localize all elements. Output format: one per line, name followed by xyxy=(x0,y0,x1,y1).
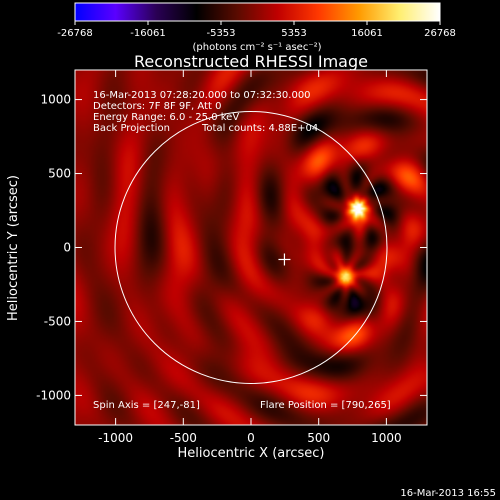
colorbar: -26768 -16061 -5353 5353 16061 26768 (photons… xyxy=(57,2,456,53)
spin-axis-marker xyxy=(278,253,291,266)
annotation-energy-range: Energy Range: 6.0 - 25.0 keV xyxy=(93,112,239,123)
y-tick-label: 500 xyxy=(48,167,71,181)
annotation-flare-position: Flare Position = [790,265] xyxy=(260,400,391,411)
annotation-time-range: 16-Mar-2013 07:28:20.000 to 07:32:30.000 xyxy=(93,90,311,101)
chart-title: Reconstructed RHESSI Image xyxy=(134,52,368,71)
annotation-method: Back Projection xyxy=(93,123,170,134)
y-tick-label: 0 xyxy=(63,241,71,255)
y-tick-label: 1000 xyxy=(40,93,71,107)
heatmap-image xyxy=(75,70,427,425)
solar-disk-limb xyxy=(114,111,388,384)
x-tick-label: 0 xyxy=(247,431,255,445)
plot-area: -1000 -500 0 500 1000 -1000 -500 0 500 1000 16-Ma… xyxy=(36,69,428,445)
colorbar-unit-label: (photons cm⁻² s⁻¹ asec⁻²) xyxy=(192,42,321,53)
x-axis-title: Heliocentric X (arcsec) xyxy=(178,446,325,461)
x-tick-label: -500 xyxy=(170,431,197,445)
colorbar-tick-label: 16061 xyxy=(351,28,383,39)
x-tick-label: -1000 xyxy=(98,431,133,445)
render-timestamp: 16-Mar-2013 16:55 xyxy=(400,488,496,499)
annotation-total-counts: Total counts: 4.88E+04 xyxy=(201,123,318,134)
annotation-spin-axis: Spin Axis = [247,-81] xyxy=(93,400,200,411)
y-axis-title: Heliocentric Y (arcsec) xyxy=(6,175,21,321)
colorbar-tick-label: -16061 xyxy=(130,28,165,39)
colorbar-tick-label: 26768 xyxy=(424,28,456,39)
y-tick-label: -1000 xyxy=(36,388,71,402)
colorbar-ticks: -26768 -16061 -5353 5353 16061 26768 xyxy=(57,21,456,39)
colorbar-tick-label: 5353 xyxy=(281,28,306,39)
colorbar-tick-label: -26768 xyxy=(57,28,92,39)
y-tick-label: -500 xyxy=(44,314,71,328)
axis-ticks: -1000 -500 0 500 1000 -1000 -500 0 500 1000 xyxy=(36,70,427,445)
colorbar-tick-label: -5353 xyxy=(206,28,235,39)
colorbar-bar xyxy=(74,2,441,22)
x-tick-label: 1000 xyxy=(371,431,402,445)
x-tick-label: 500 xyxy=(307,431,330,445)
annotation-detectors: Detectors: 7F 8F 9F, Att 0 xyxy=(93,101,221,112)
